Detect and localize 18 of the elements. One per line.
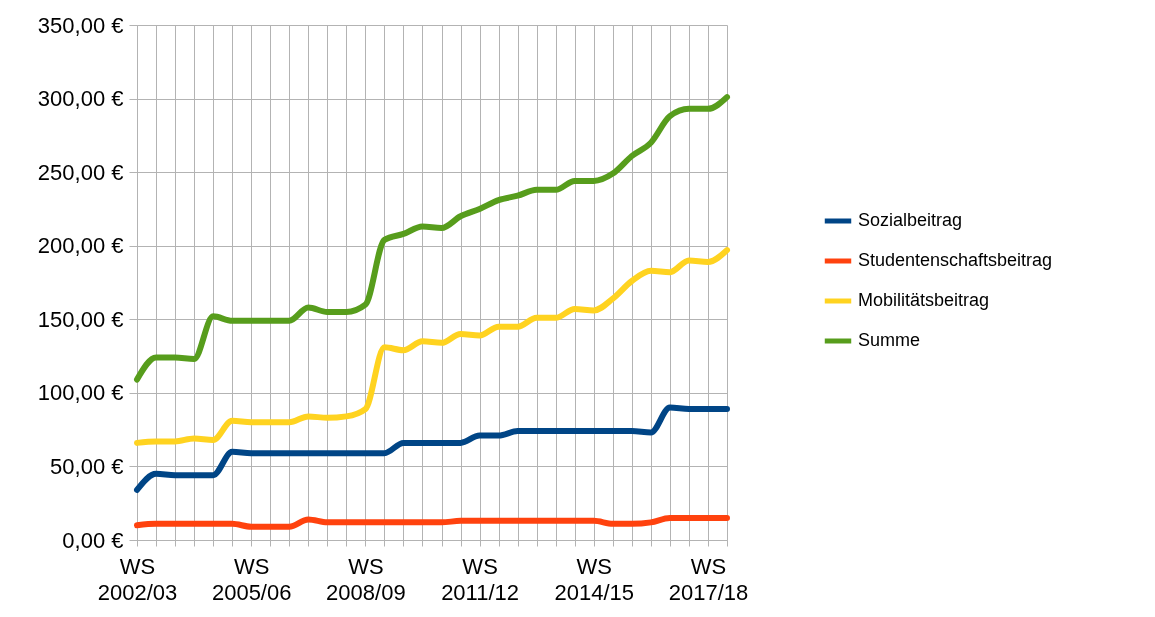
y-tick-label: 300,00 € xyxy=(37,86,124,112)
x-tick-label: WS 2014/15 xyxy=(554,553,635,605)
x-tick-label: WS 2017/18 xyxy=(668,553,749,605)
x-tick-label: WS 2005/06 xyxy=(211,553,292,605)
y-tick-label: 150,00 € xyxy=(37,306,124,332)
legend-label: Mobilitätsbeitrag xyxy=(858,290,990,310)
x-tick-label: WS 2002/03 xyxy=(97,553,178,605)
y-tick-label: 0,00 € xyxy=(62,527,124,553)
legend-label: Studentenschaftsbeitrag xyxy=(858,250,1053,270)
legend-label: Summe xyxy=(858,330,921,350)
x-tick-label: WS 2008/09 xyxy=(326,553,406,605)
y-tick-label: 50,00 € xyxy=(50,453,124,479)
legend-label: Sozialbeitrag xyxy=(858,210,963,230)
x-tick-label: WS 2011/12 xyxy=(441,553,520,605)
y-tick-label: 100,00 € xyxy=(37,380,124,406)
y-tick-label: 250,00 € xyxy=(37,159,124,185)
y-tick-label: 200,00 € xyxy=(37,233,124,259)
y-tick-label: 350,00 € xyxy=(37,12,124,38)
